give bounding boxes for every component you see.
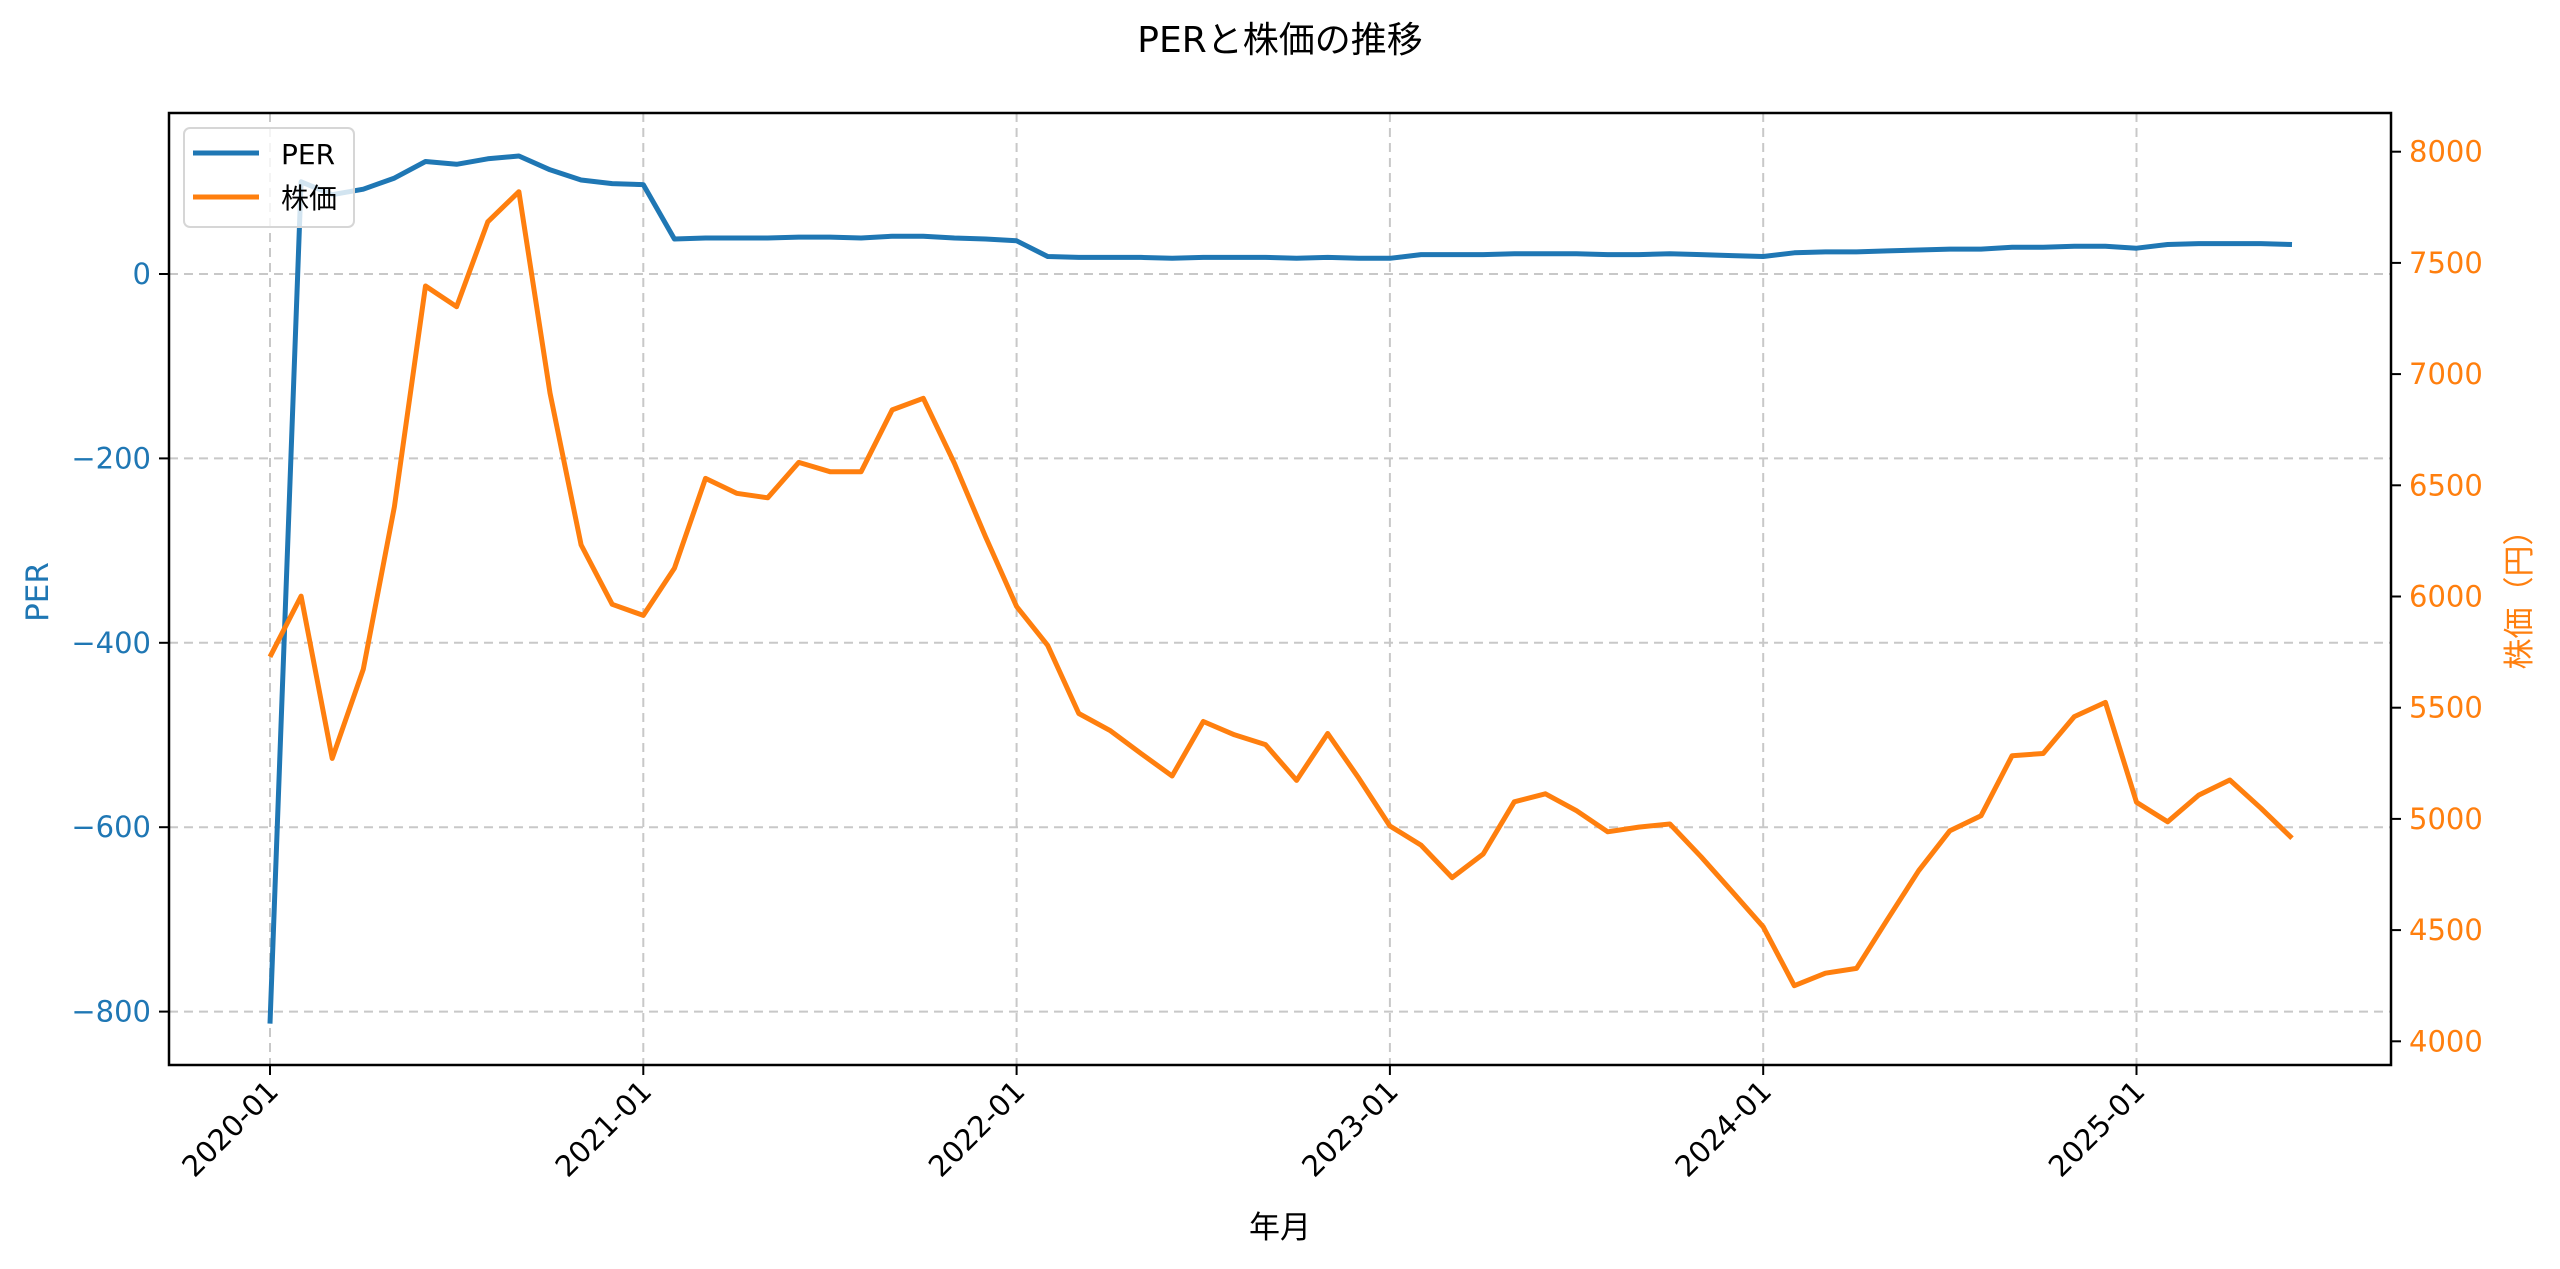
left-y-axis: 0 −200 −400 −600 −800 (71, 257, 169, 1029)
right-y-axis: 8000 7500 7000 6500 6000 5500 5000 4500 4000 (2391, 135, 2483, 1058)
legend-price-label: 株価 (281, 182, 337, 215)
left-tick-label: −600 (71, 810, 151, 844)
x-tick-label: 2021-01 (549, 1074, 659, 1184)
grid-lines (169, 113, 2391, 1065)
price-line (267, 189, 2294, 989)
axes-frame (167, 111, 2393, 1067)
left-tick-label: −200 (71, 441, 151, 475)
legend-per-label: PER (281, 138, 335, 171)
right-tick-label: 6500 (2409, 468, 2483, 502)
x-axis-label: 年月 (1249, 1210, 1311, 1246)
right-tick-label: 7000 (2409, 357, 2483, 391)
plot-area (267, 153, 2294, 1024)
x-tick-label: 2024-01 (1668, 1074, 1778, 1184)
x-tick-label: 2022-01 (922, 1074, 1032, 1184)
right-tick-label: 7500 (2409, 246, 2483, 280)
x-tick-label: 2025-01 (2042, 1074, 2152, 1184)
left-tick-label: −400 (71, 626, 151, 660)
right-tick-label: 5500 (2409, 691, 2483, 725)
right-tick-label: 5000 (2409, 802, 2483, 836)
right-tick-label: 8000 (2409, 135, 2483, 169)
right-tick-label: 4000 (2409, 1024, 2483, 1058)
x-tick-label: 2020-01 (175, 1074, 285, 1184)
x-tick-label: 2023-01 (1295, 1074, 1405, 1184)
right-y-axis-label: 株価（円） (2502, 515, 2538, 670)
right-tick-label: 4500 (2409, 913, 2483, 947)
left-tick-label: −800 (71, 995, 151, 1029)
x-axis: 2020-01 2021-01 2022-01 2023-01 2024-01 2025-… (175, 1065, 2151, 1184)
chart-title: PERと株価の推移 (1137, 20, 1422, 61)
legend: PER 株価 (183, 127, 355, 228)
left-tick-label: 0 (133, 257, 151, 291)
per-line (267, 153, 2293, 1024)
left-y-axis-label: PER (20, 562, 56, 622)
right-tick-label: 6000 (2409, 580, 2483, 614)
